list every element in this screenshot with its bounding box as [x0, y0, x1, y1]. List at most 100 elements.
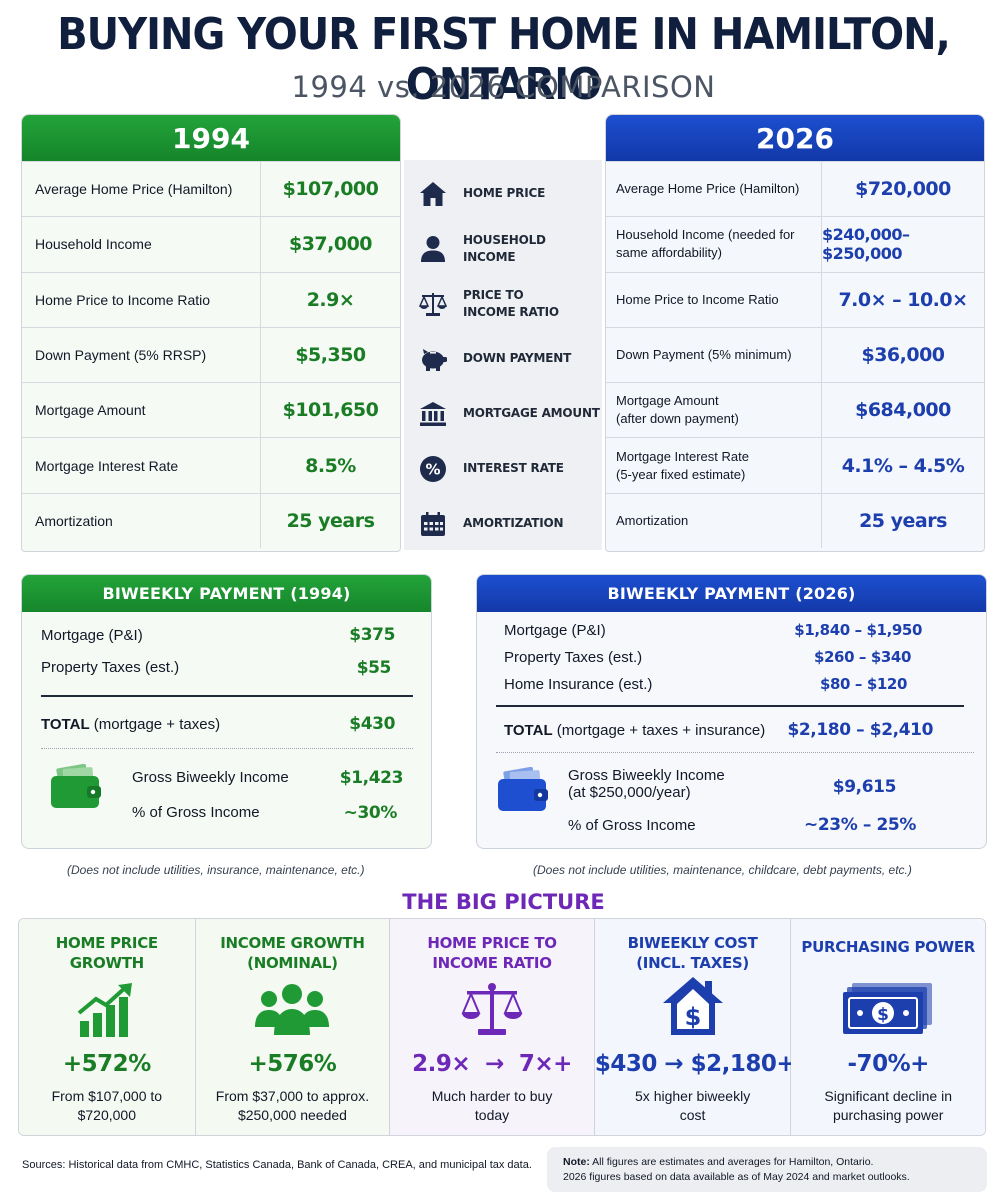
category-label: INCOME RATIO	[463, 304, 559, 319]
stat-description: 5x higher biweekly cost	[635, 1088, 751, 1123]
divider	[41, 748, 413, 749]
calendar-icon	[418, 509, 448, 539]
taxes-value: $260 – $340	[813, 648, 911, 666]
bank-icon	[418, 399, 448, 429]
total-label: TOTAL (mortgage + taxes + insurance)	[504, 722, 766, 739]
taxes-label: Property Taxes (est.)	[41, 659, 180, 676]
category-label: HOUSEHOLD INCOME	[462, 232, 546, 264]
biweekly-1994-header: BIWEEKLY PAYMENT (1994)	[22, 575, 431, 612]
row-label: Down Payment (5% RRSP)	[22, 327, 261, 383]
row-label: Down Payment (5% minimum)	[606, 327, 822, 383]
stat-title: BIWEEKLY COST (INCL. TAXES)	[627, 934, 758, 972]
page-title: BUYING YOUR FIRST HOME IN HAMILTON, ONTA…	[57, 10, 951, 110]
table-row: Average Home Price (Hamilton) $107,000	[22, 161, 400, 217]
stat-title: PURCHASING POWER	[801, 938, 976, 956]
table-row: Household Income (needed for same afforda…	[606, 216, 984, 272]
big-picture-title: THE BIG PICTURE	[402, 890, 605, 914]
house-icon	[418, 179, 448, 209]
total-value: $430	[349, 714, 395, 734]
table-1994: 1994 Average Home Price (Hamilton) $107,0…	[21, 114, 401, 552]
row-value: 2.9×	[306, 288, 355, 311]
stat-home-price-growth: HOME PRICE GROWTH +572% From $107,000 to $…	[19, 919, 196, 1135]
category-label: DOWN PAYMENT	[463, 351, 572, 365]
stat-value: 2.9× → 7×+	[412, 1051, 572, 1077]
stat-value: +572%	[62, 1051, 151, 1077]
table-row: Household Income $37,000	[22, 216, 400, 272]
table-2026: 2026 Average Home Price (Hamilton) $720,0…	[605, 114, 985, 552]
row-value: $684,000	[855, 399, 951, 422]
scales-icon	[390, 981, 594, 1039]
stat-value: $430 → $2,180+	[594, 1051, 796, 1077]
divider	[496, 752, 974, 753]
gross-income-value: $9,615	[832, 777, 897, 797]
mortgage-value: $375	[349, 625, 395, 645]
table-row: Amortization 25 years	[22, 492, 400, 549]
row-label: Mortgage Amount	[22, 383, 261, 438]
total-label: TOTAL (mortgage + taxes)	[41, 716, 221, 733]
stat-biweekly-cost: BIWEEKLY COST (INCL. TAXES) $ $430 → $2,1…	[594, 919, 796, 1135]
row-label: Average Home Price (Hamilton)	[22, 162, 261, 217]
divider	[41, 695, 413, 697]
row-label: Mortgage Interest Rate (5-year fixed esti…	[606, 438, 822, 493]
row-label: Household Income	[22, 217, 261, 272]
piggy-bank-icon	[418, 344, 448, 374]
wallet-icon	[496, 766, 550, 818]
row-label: Home Price to Income Ratio	[22, 272, 261, 327]
wallet-icon	[49, 763, 103, 815]
category-column: HOME PRICE HOUSEHOLD INCOME PRICE TO INCO…	[404, 160, 602, 550]
divider	[496, 705, 964, 707]
row-value: 4.1% – 4.5%	[841, 454, 965, 477]
insurance-label: Home Insurance (est.)	[504, 676, 653, 693]
row-value: 7.0× – 10.0×	[838, 288, 968, 311]
big-picture-panel: HOME PRICE GROWTH +572% From $107,000 to $…	[18, 918, 986, 1136]
category-mortgage-amount: MORTGAGE AMOUNT	[404, 386, 602, 441]
svg-text:$: $	[684, 1003, 701, 1031]
table-2026-header: 2026	[606, 115, 984, 161]
stat-value: +576%	[248, 1051, 337, 1077]
stat-value: -70%+	[847, 1051, 930, 1077]
row-value: $720,000	[855, 178, 951, 201]
mortgage-value: $1,840 – $1,950	[794, 621, 922, 639]
table-row: Amortization 25 years	[606, 492, 984, 549]
row-label: Mortgage Amount (after down payment)	[606, 383, 822, 438]
gross-income-label: Gross Biweekly Income (at $250,000/year)	[568, 767, 725, 801]
stat-description: Much harder to buy today	[431, 1088, 553, 1123]
row-label: Mortgage Interest Rate	[22, 438, 261, 493]
note-box: Note: All figures are estimates and aver…	[547, 1147, 987, 1192]
pct-income-label: % of Gross Income	[568, 817, 696, 834]
svg-text:$: $	[877, 1005, 889, 1025]
note-1994: (Does not include utilities, insurance, …	[67, 863, 365, 877]
table-row: Home Price to Income Ratio 2.9×	[22, 271, 400, 327]
pct-income-value: ~30%	[343, 803, 398, 823]
row-value: $37,000	[288, 233, 373, 256]
row-value: $240,000–$250,000	[822, 225, 910, 264]
row-value: 8.5%	[305, 454, 356, 477]
biweekly-2026-header: BIWEEKLY PAYMENT (2026)	[477, 575, 986, 612]
table-row: Down Payment (5% minimum) $36,000	[606, 326, 984, 383]
category-amortization: AMORTIZATION	[404, 496, 602, 551]
gross-income-label: Gross Biweekly Income	[132, 769, 289, 786]
sources-text: Sources: Historical data from CMHC, Stat…	[22, 1159, 532, 1171]
stat-title: INCOME GROWTH (NOMINAL)	[220, 934, 365, 972]
row-label: Amortization	[606, 493, 822, 549]
pct-income-value: ~23% – 25%	[804, 815, 916, 835]
mortgage-label: Mortgage (P&I)	[504, 622, 606, 639]
row-value: $5,350	[295, 344, 366, 367]
biweekly-1994-panel: BIWEEKLY PAYMENT (1994) Mortgage (P&I) $…	[21, 574, 432, 849]
row-value: 25 years	[286, 509, 375, 532]
banknote-icon: $	[791, 981, 985, 1037]
category-label: INTEREST RATE	[463, 461, 564, 475]
insurance-value: $80 – $120	[819, 675, 907, 693]
row-value: 25 years	[859, 509, 947, 532]
scales-icon	[418, 289, 448, 319]
biweekly-2026-panel: BIWEEKLY PAYMENT (2026) Mortgage (P&I) $…	[476, 574, 987, 849]
taxes-label: Property Taxes (est.)	[504, 649, 643, 666]
table-row: Home Price to Income Ratio 7.0× – 10.0×	[606, 271, 984, 327]
mortgage-label: Mortgage (P&I)	[41, 627, 143, 644]
category-down-payment: DOWN PAYMENT	[404, 331, 602, 386]
total-value: $2,180 – $2,410	[787, 720, 933, 740]
table-row: Mortgage Interest Rate 8.5%	[22, 437, 400, 493]
page-subtitle: 1994 vs. 2026 COMPARISON	[291, 70, 716, 104]
category-price-to-income: PRICE TO INCOME RATIO	[404, 276, 602, 331]
category-home-price: HOME PRICE	[404, 166, 602, 221]
